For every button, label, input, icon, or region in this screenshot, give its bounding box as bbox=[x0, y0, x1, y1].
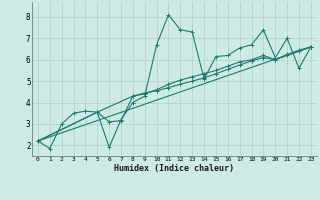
X-axis label: Humidex (Indice chaleur): Humidex (Indice chaleur) bbox=[115, 164, 234, 173]
